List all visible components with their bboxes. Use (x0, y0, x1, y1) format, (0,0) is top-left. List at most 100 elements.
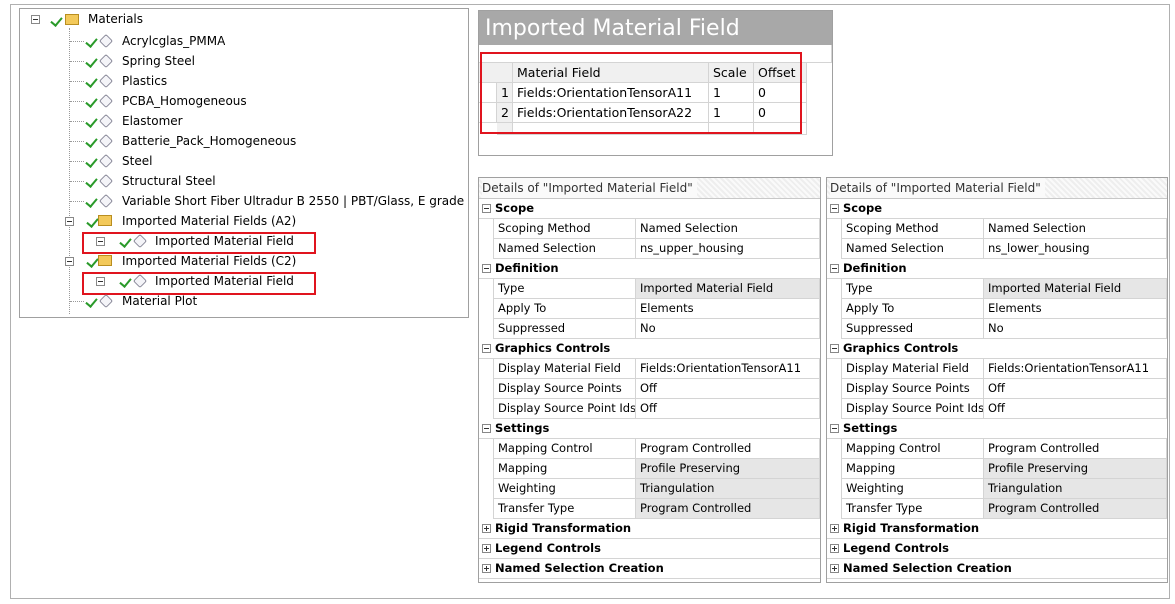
highlight-box (82, 232, 316, 254)
expander[interactable] (830, 524, 839, 533)
section-name[interactable]: Scope (495, 201, 535, 215)
tree-item[interactable]: Variable Short Fiber Ultradur B 2550 | P… (122, 194, 464, 208)
property-label: Named Selection (841, 239, 984, 259)
property-value[interactable]: Triangulation (636, 479, 820, 499)
tree-item[interactable]: Batterie_Pack_Homogeneous (122, 134, 297, 148)
table-cell: 1 (709, 83, 754, 103)
tree-item[interactable]: Structural Steel (122, 174, 216, 188)
property-value[interactable]: No (984, 319, 1167, 339)
section-name[interactable]: Legend Controls (843, 541, 949, 555)
property-value[interactable]: Program Controlled (636, 499, 820, 519)
tree-item[interactable]: Material Plot (122, 294, 198, 308)
property-value[interactable]: Program Controlled (984, 439, 1167, 459)
section-name[interactable]: Rigid Transformation (495, 521, 632, 535)
row-number: 2 (497, 103, 513, 123)
property-value[interactable]: Off (636, 399, 820, 419)
expander[interactable] (830, 264, 839, 273)
expander[interactable] (830, 204, 839, 213)
section-row (827, 419, 1167, 439)
tree-line (70, 201, 84, 202)
property-value[interactable]: Off (984, 379, 1167, 399)
tree-item[interactable]: Imported Material Fields (A2) (122, 214, 297, 228)
tree-item[interactable]: Acrylcglas_PMMA (122, 34, 226, 48)
folder-icon (65, 14, 79, 25)
tree-item[interactable]: Materials (88, 12, 144, 26)
property-value[interactable]: ns_upper_housing (636, 239, 820, 259)
property-label: Weighting (493, 479, 636, 499)
expander[interactable] (482, 544, 491, 553)
expander[interactable] (96, 237, 105, 246)
property-value[interactable]: Program Controlled (636, 439, 820, 459)
property-value[interactable]: Elements (984, 299, 1167, 319)
expander[interactable] (482, 424, 491, 433)
tree-item[interactable]: Imported Material Field (155, 234, 294, 248)
property-value[interactable]: Fields:OrientationTensorA11 (984, 359, 1167, 379)
property-value[interactable]: Imported Material Field (636, 279, 820, 299)
section-name[interactable]: Legend Controls (495, 541, 601, 555)
details-panel: Details of "Imported Material Field" Scop… (478, 177, 821, 583)
section-row (827, 259, 1167, 279)
expander[interactable] (482, 524, 491, 533)
property-value[interactable]: ns_lower_housing (984, 239, 1167, 259)
expander[interactable] (65, 217, 74, 226)
property-value[interactable]: Named Selection (984, 219, 1167, 239)
section-name[interactable]: Settings (495, 421, 550, 435)
expander[interactable] (482, 204, 491, 213)
property-label: Apply To (493, 299, 636, 319)
property-value[interactable]: Program Controlled (984, 499, 1167, 519)
expander[interactable] (482, 264, 491, 273)
tree-item[interactable]: Spring Steel (122, 54, 195, 68)
property-label: Mapping (493, 459, 636, 479)
property-value[interactable]: Profile Preserving (984, 459, 1167, 479)
empty-cell (513, 123, 709, 135)
expander[interactable] (830, 424, 839, 433)
section-name[interactable]: Rigid Transformation (843, 521, 980, 535)
section-name[interactable]: Graphics Controls (843, 341, 959, 355)
tree-item[interactable]: Plastics (122, 74, 168, 88)
section-name[interactable]: Named Selection Creation (495, 561, 664, 575)
tree-item[interactable]: Imported Material Field (155, 274, 294, 288)
expander[interactable] (830, 544, 839, 553)
section-name[interactable]: Definition (495, 261, 559, 275)
expander[interactable] (830, 564, 839, 573)
column-header: Scale (709, 63, 754, 83)
property-value[interactable]: Fields:OrientationTensorA11 (636, 359, 820, 379)
expander[interactable] (96, 277, 105, 286)
expander[interactable] (482, 344, 491, 353)
property-value[interactable]: Off (636, 379, 820, 399)
table-title: Imported Material Field (485, 16, 740, 41)
expander[interactable] (65, 257, 74, 266)
property-label: Suppressed (841, 319, 984, 339)
tree-line (70, 181, 84, 182)
section-name[interactable]: Definition (843, 261, 907, 275)
section-row (827, 519, 1167, 539)
section-name[interactable]: Named Selection Creation (843, 561, 1012, 575)
property-label: Mapping Control (841, 439, 984, 459)
tree-item[interactable]: Elastomer (122, 114, 183, 128)
tree-item[interactable]: Imported Material Fields (C2) (122, 254, 297, 268)
property-value[interactable]: Elements (636, 299, 820, 319)
section-row (479, 259, 820, 279)
tree-item[interactable]: Steel (122, 154, 153, 168)
frame (10, 4, 1170, 599)
property-value[interactable]: Off (984, 399, 1167, 419)
section-row (827, 199, 1167, 219)
property-value[interactable]: No (636, 319, 820, 339)
grid: Material Field Scale Offset 1 Fields:Orienta… (479, 45, 832, 155)
expander[interactable] (830, 344, 839, 353)
tree-line (70, 121, 84, 122)
property-value[interactable]: Profile Preserving (636, 459, 820, 479)
property-value[interactable]: Named Selection (636, 219, 820, 239)
section-name[interactable]: Settings (843, 421, 898, 435)
property-value[interactable]: Triangulation (984, 479, 1167, 499)
tree-line (70, 301, 84, 302)
tree-item[interactable]: PCBA_Homogeneous (122, 94, 247, 108)
section-name[interactable]: Scope (843, 201, 883, 215)
property-value[interactable]: Imported Material Field (984, 279, 1167, 299)
property-label: Apply To (841, 299, 984, 319)
section-name[interactable]: Graphics Controls (495, 341, 611, 355)
expander[interactable] (482, 564, 491, 573)
section-row (479, 339, 820, 359)
property-label: Display Material Field (841, 359, 984, 379)
expander[interactable] (31, 15, 40, 24)
